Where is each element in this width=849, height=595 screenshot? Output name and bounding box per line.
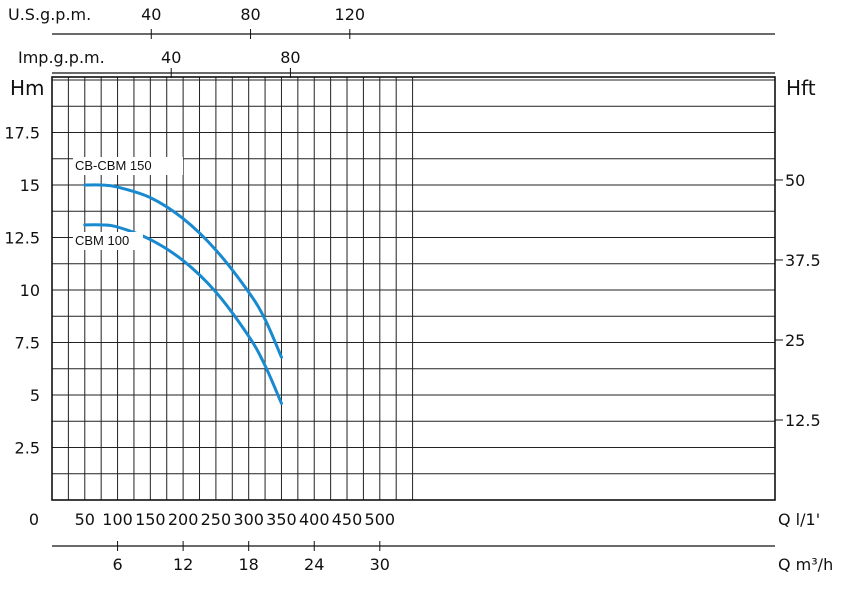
x-tick-label: 450 bbox=[332, 510, 363, 529]
tick-labels: 0 50 100 150 200 250 300 350 400 450 500 6 12 18 24 30 4… bbox=[4, 5, 820, 574]
usgpm-tick-label: 80 bbox=[240, 5, 260, 24]
grid bbox=[52, 77, 775, 500]
curve-label: CB-CBM 150 bbox=[75, 158, 152, 173]
usgpm-tick-label: 40 bbox=[141, 5, 161, 24]
usgpm-tick-label: 120 bbox=[335, 5, 366, 24]
x-secondary-axis-label: Q m³/h bbox=[778, 555, 833, 574]
axes bbox=[51, 33, 776, 547]
y-right-tick-label: 25 bbox=[785, 331, 805, 350]
x-tick-label: 150 bbox=[135, 510, 166, 529]
x-tick-label: 400 bbox=[299, 510, 330, 529]
y-left-tick-label: 17.5 bbox=[4, 124, 40, 143]
y-left-axis-label: Hm bbox=[10, 76, 45, 100]
impgpm-tick-label: 40 bbox=[161, 48, 181, 67]
m3h-tick-label: 30 bbox=[370, 555, 390, 574]
plot-frame bbox=[51, 76, 776, 501]
m3h-tick-label: 24 bbox=[304, 555, 324, 574]
curve-label: CBM 100 bbox=[75, 233, 129, 248]
m3h-tick-label: 18 bbox=[239, 555, 259, 574]
x-axis-unit-label: Q l/1' bbox=[778, 510, 820, 529]
x-tick-label: 500 bbox=[365, 510, 396, 529]
x-tick-label: 350 bbox=[266, 510, 297, 529]
y-left-tick-label: 12.5 bbox=[4, 229, 40, 248]
x-tick-label: 50 bbox=[75, 510, 95, 529]
y-right-axis-label: Hft bbox=[786, 76, 816, 100]
x-tick-label: 0 bbox=[29, 510, 39, 529]
y-right-tick-label: 50 bbox=[785, 171, 805, 190]
x-tick-label: 100 bbox=[102, 510, 133, 529]
pump-curve-cb-cbm-150 bbox=[83, 183, 283, 359]
y-left-tick-label: 5 bbox=[30, 386, 40, 405]
usgpm-axis-label: U.S.g.p.m. bbox=[8, 5, 91, 24]
y-right-tick-label: 12.5 bbox=[785, 411, 821, 430]
pump-curve-cbm-100 bbox=[83, 223, 283, 405]
m3h-tick-label: 6 bbox=[112, 555, 122, 574]
m3h-tick-label: 12 bbox=[173, 555, 193, 574]
y-left-tick-label: 15 bbox=[20, 176, 40, 195]
impgpm-axis-label: Imp.g.p.m. bbox=[18, 48, 105, 67]
curve-label-bg bbox=[73, 232, 143, 250]
y-left-tick-label: 10 bbox=[20, 281, 40, 300]
y-left-tick-label: 2.5 bbox=[15, 439, 40, 458]
y-right-tick-label: 37.5 bbox=[785, 251, 821, 270]
x-tick-label: 300 bbox=[233, 510, 264, 529]
impgpm-tick-label: 80 bbox=[280, 48, 300, 67]
y-left-tick-label: 7.5 bbox=[15, 334, 40, 353]
x-tick-label: 200 bbox=[168, 510, 199, 529]
curve-label-bg bbox=[73, 157, 183, 175]
x-tick-label: 250 bbox=[201, 510, 232, 529]
curves: CB-CBM 150 CBM 100 bbox=[73, 157, 283, 405]
